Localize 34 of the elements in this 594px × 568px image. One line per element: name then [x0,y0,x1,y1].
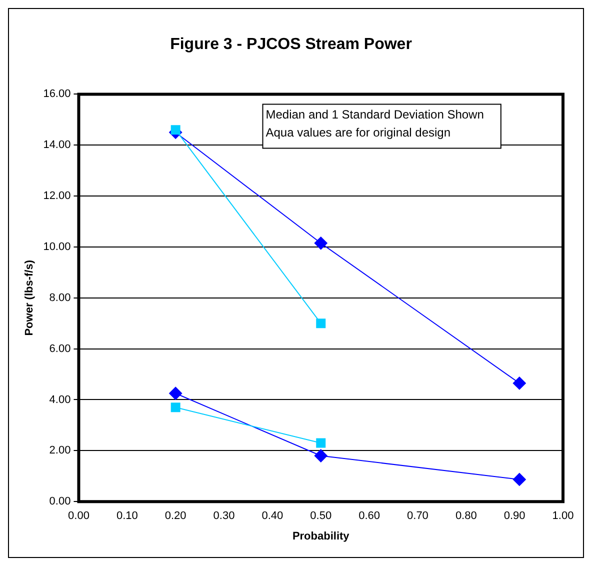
x-tick-label: 0.40 [262,510,284,522]
x-tick-label: 0.10 [116,510,138,522]
point [314,449,328,462]
x-tick-label: 0.20 [164,510,186,522]
y-tick-label: 16.00 [43,88,71,100]
y-tick-label: 10.00 [43,241,71,254]
x-tick-label: 0.00 [68,510,90,522]
point [316,438,326,448]
point [170,125,180,135]
point [512,472,526,486]
y-axis-title: Power (lbs-f/s) [24,260,36,336]
point [316,318,326,328]
x-tick-label: 0.80 [455,510,477,522]
y-tick-label: 4.00 [49,394,71,406]
annotation: Aqua values are for original design [266,126,451,140]
annotation: Median and 1 Standard Deviation Shown [266,108,484,122]
y-tick-label: 8.00 [49,292,71,304]
x-tick-label: 0.30 [213,510,235,522]
x-axis-title: Probability [292,530,350,542]
point [314,236,328,250]
y-tick-label: 6.00 [49,342,71,355]
chart-title: Figure 3 - PJCOS Stream Power [170,36,412,54]
point [169,386,182,400]
x-tick-label: 0.60 [358,510,380,522]
y-tick-label: 12.00 [43,190,71,202]
point [170,402,180,412]
x-tick-label: 1.00 [552,510,574,522]
x-tick-label: 0.90 [504,510,526,522]
y-tick-label: 14.00 [43,139,71,152]
point [512,376,526,390]
x-tick-label: 0.70 [407,510,428,522]
y-tick-label: 2.00 [49,444,71,457]
x-tick-label: 0.50 [310,510,332,522]
y-tick-label: 0.00 [49,496,71,508]
